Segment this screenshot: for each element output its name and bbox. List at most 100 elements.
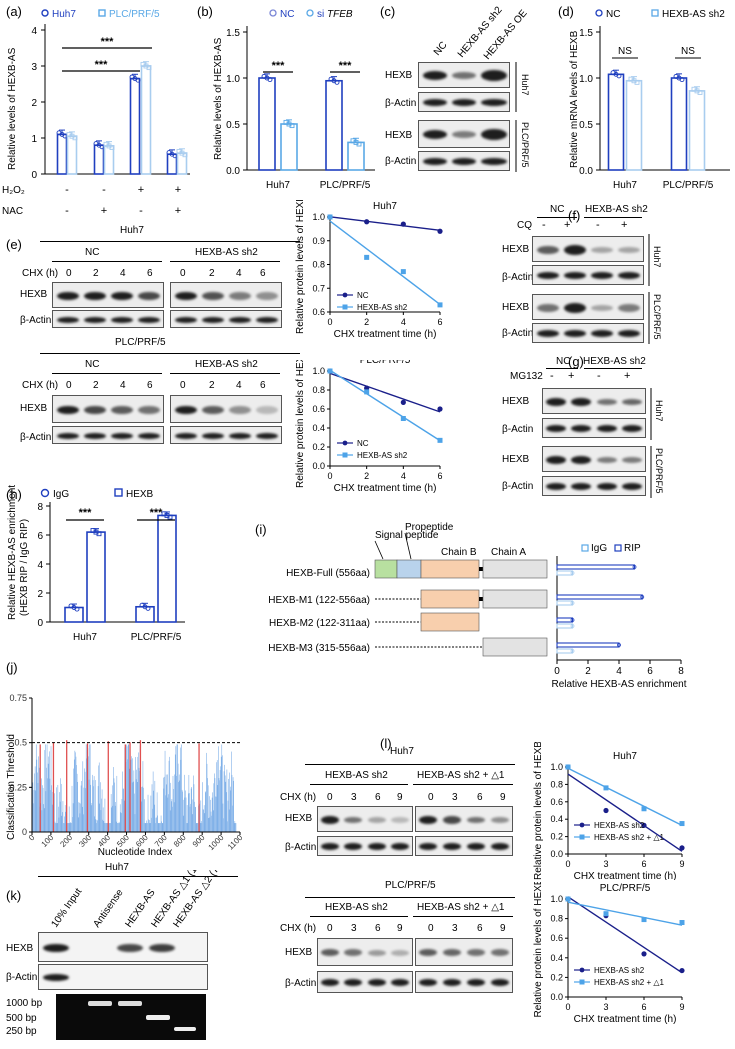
j-bar xyxy=(182,799,184,832)
j-bar xyxy=(45,744,46,832)
i-xlabel: Relative HEXB-AS enrichment xyxy=(551,679,686,690)
j-bar xyxy=(215,796,217,832)
svg-text:1.5: 1.5 xyxy=(226,28,240,39)
j-bar xyxy=(132,781,134,832)
i-bar xyxy=(556,594,643,600)
j-bar xyxy=(222,755,223,832)
l-blot-hexb-sh2d-plc xyxy=(415,938,513,966)
a-row1-label: H₂O₂ xyxy=(2,185,25,196)
j-highlight-bar xyxy=(107,741,109,832)
j-bar xyxy=(203,805,205,832)
h-ylabel-2: (HEXB RIP / IgG RIP) xyxy=(19,519,30,616)
j-bar xyxy=(109,823,111,832)
j-bar xyxy=(34,766,36,832)
plot-point xyxy=(437,437,443,443)
j-bar xyxy=(172,806,173,832)
b-bar xyxy=(280,123,298,171)
j-bar xyxy=(121,813,122,832)
plot-xtick-label: 4 xyxy=(401,471,406,481)
d-bar xyxy=(670,77,688,171)
j-ytick-label: 0.25 xyxy=(9,782,27,792)
plot-ytick-label: 0.8 xyxy=(550,779,563,789)
plot-point xyxy=(327,214,333,220)
plot-point xyxy=(437,228,443,234)
i-xticks: 0 2 4 6 8 xyxy=(554,660,684,677)
j-bar xyxy=(145,823,147,832)
svg-text:0: 0 xyxy=(554,666,560,677)
f-blot-actin-huh7 xyxy=(532,265,644,285)
j-bar xyxy=(202,809,204,832)
a-bar xyxy=(140,65,152,175)
panel-a-chart: Huh7 PLC/PRF/5 Relative levels of HEXB-A… xyxy=(2,9,190,217)
j-bar xyxy=(67,823,68,832)
j-bar xyxy=(155,817,157,832)
j-bar xyxy=(223,818,224,832)
g-blot-hexb-plc xyxy=(542,446,646,472)
j-bar xyxy=(226,792,227,832)
panel-label-b: (b) xyxy=(197,4,213,19)
j-bar xyxy=(143,823,145,832)
j-bar xyxy=(79,813,81,832)
plot-ytick-label: 0.0 xyxy=(550,849,563,859)
a-bar xyxy=(56,133,68,175)
j-bar xyxy=(96,819,98,832)
d-bar xyxy=(607,73,625,171)
j-bar xyxy=(156,792,158,832)
j-bar xyxy=(194,806,196,832)
j-bar xyxy=(210,799,211,832)
plot-legend-marker xyxy=(342,292,348,298)
a-legend-marker-plc xyxy=(98,9,106,17)
plot-xtick-label: 6 xyxy=(641,859,646,869)
plot-ytick-label: 0.8 xyxy=(550,914,563,924)
j-bar xyxy=(67,823,69,832)
j-bar xyxy=(74,750,76,832)
j-bar xyxy=(75,756,77,832)
b-legend-marker-nc xyxy=(269,9,277,17)
j-bar xyxy=(70,822,71,832)
j-bar xyxy=(183,815,185,832)
plot-ytick-label: 0.0 xyxy=(312,461,325,471)
d-bar xyxy=(625,79,643,171)
e-blot-actin-nc-huh7 xyxy=(52,310,164,328)
l-chx-1: CHX (h) xyxy=(280,792,317,803)
j-bar xyxy=(82,761,84,832)
j-bar xyxy=(58,806,59,832)
plot-point xyxy=(679,967,685,974)
j-bar xyxy=(210,811,212,832)
panel-e-blots: Huh7 NC HEXB-AS sh2 CHX (h) 0 2 4 6 0 2 … xyxy=(0,225,305,475)
j-bar xyxy=(106,823,108,832)
j-bar xyxy=(90,805,92,832)
a-bar xyxy=(66,135,78,175)
f-blot-hexb-huh7 xyxy=(532,236,644,262)
j-bar xyxy=(37,783,39,832)
j-bar xyxy=(57,784,59,832)
a-bar xyxy=(129,77,141,175)
a-ytick: 1 xyxy=(31,134,37,145)
a-point xyxy=(109,145,115,150)
d-yticks: 0.0 0.5 1.0 1.5 xyxy=(579,28,600,177)
j-bar xyxy=(150,795,152,832)
j-bar xyxy=(216,762,217,832)
j-bar xyxy=(130,759,132,832)
j-bar xyxy=(60,783,62,832)
l-blot-actin-sh2-huh7 xyxy=(317,836,413,856)
j-bar xyxy=(151,784,153,832)
j-bar xyxy=(89,744,91,832)
j-bar xyxy=(46,767,47,832)
j-bar xyxy=(153,790,154,832)
j-bar xyxy=(228,809,230,832)
plot-point xyxy=(679,845,685,851)
j-bar xyxy=(229,772,231,832)
i-propeptide-label: Propeptide xyxy=(405,522,454,533)
j-bar xyxy=(71,785,73,832)
j-bar xyxy=(191,786,193,832)
j-bar xyxy=(102,807,104,832)
f-sh2: HEXB-AS sh2 xyxy=(585,204,648,215)
j-bar xyxy=(157,823,159,832)
i-legend-marker-igg xyxy=(581,544,589,552)
j-bar xyxy=(114,805,116,832)
f-nc: NC xyxy=(550,204,565,215)
plot-ytick-label: 0.6 xyxy=(312,404,325,414)
i-construct-full: HEXB-Full (556aa) xyxy=(286,559,548,579)
